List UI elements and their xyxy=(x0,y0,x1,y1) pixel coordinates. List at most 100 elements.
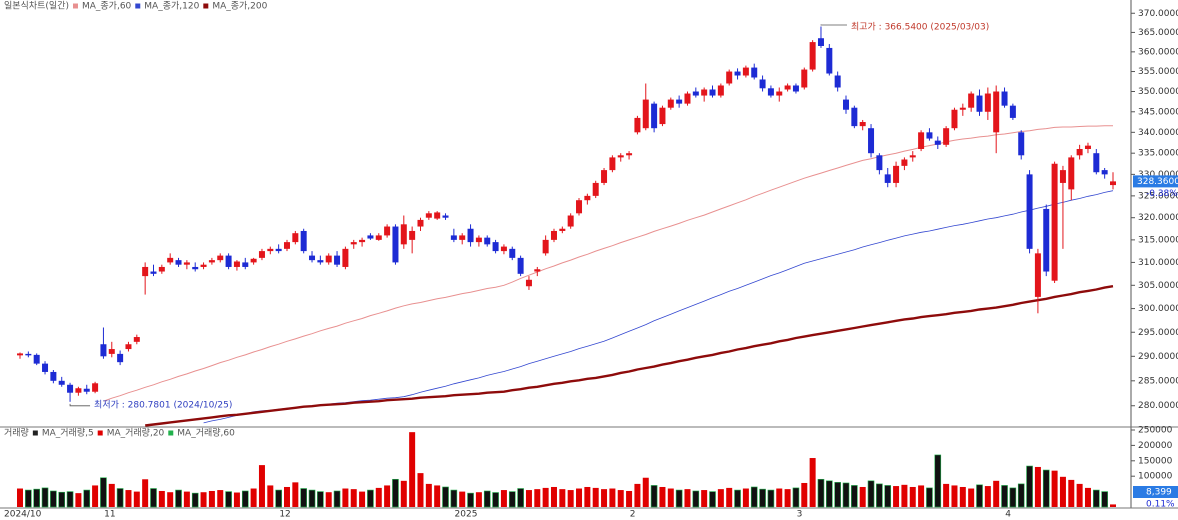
candle-body xyxy=(868,128,875,154)
candle-body xyxy=(1084,145,1091,149)
volume-bar xyxy=(859,486,866,507)
candle-body xyxy=(993,91,1000,133)
volume-tick-label: 200000 xyxy=(1138,441,1173,451)
volume-bar xyxy=(191,492,199,508)
volume-bar xyxy=(750,486,758,508)
volume-bar xyxy=(542,487,549,507)
volume-bar xyxy=(834,482,841,508)
volume-bar xyxy=(759,488,766,508)
volume-bar xyxy=(559,489,566,507)
volume-bar xyxy=(776,488,783,507)
candle-body xyxy=(267,248,274,252)
candle-body xyxy=(500,246,507,252)
volume-bar xyxy=(508,491,516,508)
x-tick-label: 2024/10 xyxy=(4,510,42,520)
candle-body xyxy=(692,91,699,96)
volume-bar xyxy=(267,485,274,507)
legend-swatch xyxy=(203,3,209,9)
volume-bar xyxy=(308,489,316,508)
volume-bar xyxy=(333,490,341,508)
last-price-box xyxy=(1133,175,1178,188)
volume-bar xyxy=(609,488,616,507)
candle-body xyxy=(92,383,99,392)
volume-bar xyxy=(650,485,658,508)
candle-body xyxy=(1018,132,1025,156)
volume-bar xyxy=(1059,476,1066,507)
candle-body xyxy=(1051,163,1058,281)
volume-bar xyxy=(317,491,324,508)
y-tick-label: 290.0000 xyxy=(1138,352,1178,362)
legend-label: MA_거래량,5 xyxy=(42,427,94,439)
candle-body xyxy=(984,93,991,112)
volume-bar xyxy=(984,486,991,507)
volume-bar xyxy=(684,489,691,507)
legend-swatch xyxy=(168,430,174,436)
volume-bar xyxy=(717,489,724,507)
candle-body xyxy=(934,140,941,145)
volume-bar xyxy=(884,485,892,508)
volume-bar xyxy=(1001,485,1008,508)
candle-body xyxy=(325,255,332,263)
candle-body xyxy=(292,233,299,243)
candle-body xyxy=(150,271,157,274)
candle-body xyxy=(233,261,240,267)
volume-bar xyxy=(993,480,1000,507)
candle-body xyxy=(167,257,174,263)
candle-body xyxy=(33,354,40,364)
candle-body xyxy=(17,353,23,356)
candle-body xyxy=(58,380,65,385)
y-tick-label: 280.0000 xyxy=(1138,401,1178,411)
candle-body xyxy=(442,215,449,218)
volume-bar xyxy=(300,488,307,508)
legend-title: 일본식차트(일간) xyxy=(4,0,69,12)
volume-bar xyxy=(375,487,382,507)
volume-bar xyxy=(851,485,858,508)
volume-tick-label: 100000 xyxy=(1138,472,1173,482)
candle-body xyxy=(450,235,457,240)
volume-bar xyxy=(1101,491,1108,508)
candle-body xyxy=(834,75,841,88)
volume-bar xyxy=(250,488,257,507)
candle-body xyxy=(217,255,224,261)
volume-bar xyxy=(75,493,82,507)
candle-body xyxy=(1026,174,1033,249)
candle-body xyxy=(676,99,683,104)
candle-body xyxy=(417,219,424,227)
legend-swatch xyxy=(32,430,38,436)
legend-label: MA_종가,60 xyxy=(82,1,132,12)
volume-bar xyxy=(701,490,708,507)
candle-body xyxy=(943,128,950,145)
candle-body xyxy=(67,384,74,393)
y-tick-label: 365.0000 xyxy=(1138,28,1178,38)
legend-swatch xyxy=(135,3,141,9)
candle-body xyxy=(208,260,215,263)
candle-body xyxy=(576,200,583,214)
candle-body xyxy=(492,242,499,252)
candle-body xyxy=(959,107,966,110)
y-tick-label: 335.0000 xyxy=(1138,149,1178,159)
candle-body xyxy=(484,237,491,245)
volume-bar xyxy=(809,458,816,507)
volume-bar xyxy=(434,485,441,507)
candle-body xyxy=(626,153,633,156)
volume-bar xyxy=(968,488,975,507)
y-tick-label: 355.0000 xyxy=(1138,67,1178,77)
volume-bar xyxy=(767,489,775,508)
volume-bar xyxy=(1093,489,1100,508)
volume-bar xyxy=(934,454,942,508)
volume-bar xyxy=(1042,469,1050,508)
volume-bar xyxy=(175,489,182,508)
candle-body xyxy=(359,239,366,243)
candle-body xyxy=(509,248,516,258)
x-tick-label: 12 xyxy=(279,510,290,520)
candle-body xyxy=(117,353,124,363)
candle-body xyxy=(634,117,641,133)
volume-bar xyxy=(784,489,791,507)
volume-last-label: 8,399 xyxy=(1146,488,1172,498)
volume-bar xyxy=(709,491,716,508)
volume-bar xyxy=(909,486,916,507)
volume-bar xyxy=(734,489,741,508)
volume-bar xyxy=(792,487,800,508)
candle-body xyxy=(651,103,658,129)
